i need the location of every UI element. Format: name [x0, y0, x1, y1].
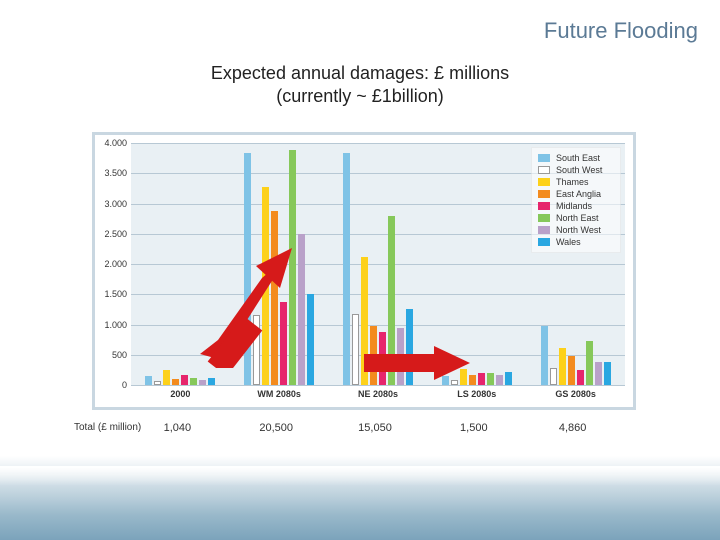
totals-value: 20,500	[259, 422, 293, 434]
bar	[577, 370, 584, 385]
legend-item: South West	[538, 164, 614, 176]
totals-row: Total (£ million) 1,04020,50015,0501,500…	[74, 422, 690, 433]
y-tick-label: 0	[122, 380, 127, 390]
bar	[550, 368, 557, 385]
y-tick-label: 500	[112, 350, 127, 360]
y-tick-label: 3.500	[104, 168, 127, 178]
legend-label: Wales	[556, 237, 581, 247]
bar	[604, 362, 611, 385]
legend-item: Thames	[538, 176, 614, 188]
totals-value: 1,040	[164, 422, 192, 434]
bar	[451, 380, 458, 385]
legend-swatch	[538, 178, 550, 186]
legend-label: North West	[556, 225, 601, 235]
bar	[595, 362, 602, 385]
water-graphic	[0, 456, 720, 540]
bar	[199, 380, 206, 385]
legend-swatch	[538, 226, 550, 234]
page-title: Future Flooding	[544, 18, 698, 44]
x-tick-label: LS 2080s	[457, 389, 496, 399]
legend-item: Midlands	[538, 200, 614, 212]
bar	[559, 348, 566, 386]
bar	[154, 381, 161, 385]
bar	[541, 326, 548, 385]
bar	[505, 372, 512, 385]
chart-title: Expected annual damages: £ millions (cur…	[211, 62, 509, 109]
legend-item: North West	[538, 224, 614, 236]
bar	[307, 294, 314, 385]
x-tick-label: GS 2080s	[555, 389, 596, 399]
chart-title-line2: (currently ~ £1billion)	[276, 86, 444, 106]
legend-swatch	[538, 202, 550, 210]
bar	[181, 375, 188, 385]
chart-title-line1: Expected annual damages: £ millions	[211, 63, 509, 83]
arrow-diagonal	[192, 248, 302, 368]
y-tick-label: 2.500	[104, 229, 127, 239]
bar	[208, 378, 215, 385]
legend-item: Wales	[538, 236, 614, 248]
bar	[586, 341, 593, 385]
bar	[343, 153, 350, 385]
arrow-horizontal	[364, 346, 470, 380]
y-tick-label: 1.000	[104, 320, 127, 330]
totals-value: 15,050	[358, 422, 392, 434]
y-tick-label: 2.000	[104, 259, 127, 269]
legend-label: South East	[556, 153, 600, 163]
bar	[568, 356, 575, 385]
totals-value: 4,860	[559, 422, 587, 434]
x-tick-label: NE 2080s	[358, 389, 398, 399]
totals-value: 1,500	[460, 422, 488, 434]
legend-label: Thames	[556, 177, 589, 187]
legend-item: East Anglia	[538, 188, 614, 200]
legend-label: Midlands	[556, 201, 592, 211]
bar	[496, 375, 503, 385]
legend-item: North East	[538, 212, 614, 224]
y-tick-label: 4.000	[104, 138, 127, 148]
legend-swatch	[538, 238, 550, 246]
x-tick-label: 2000	[170, 389, 190, 399]
bar	[478, 373, 485, 385]
legend-swatch	[538, 166, 550, 174]
bar	[145, 376, 152, 385]
legend-item: South East	[538, 152, 614, 164]
bar	[172, 379, 179, 385]
legend-label: South West	[556, 165, 602, 175]
bar	[352, 314, 359, 385]
y-tick-label: 3.000	[104, 199, 127, 209]
legend-label: East Anglia	[556, 189, 601, 199]
legend-label: North East	[556, 213, 599, 223]
legend: South East South West Thames East Anglia Mid…	[531, 147, 621, 253]
legend-swatch	[538, 190, 550, 198]
x-tick-label: WM 2080s	[257, 389, 301, 399]
grid-line	[131, 143, 625, 144]
bar	[487, 373, 494, 385]
legend-swatch	[538, 154, 550, 162]
legend-swatch	[538, 214, 550, 222]
bar	[163, 370, 170, 385]
bar	[190, 378, 197, 385]
grid-line	[131, 385, 625, 386]
y-tick-label: 1.500	[104, 289, 127, 299]
